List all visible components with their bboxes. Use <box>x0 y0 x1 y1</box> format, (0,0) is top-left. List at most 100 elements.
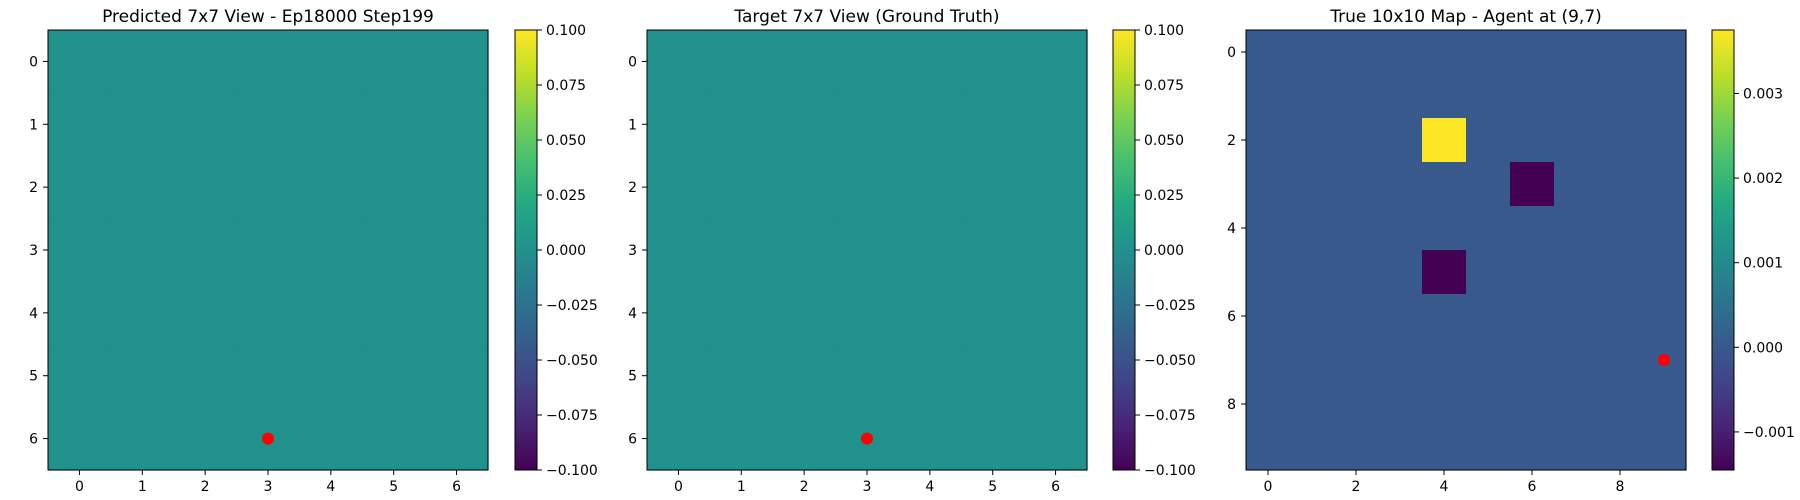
y-tick-label: 5 <box>29 369 38 385</box>
heatmap-cell <box>898 281 962 345</box>
heatmap-cell <box>425 92 489 157</box>
heatmap-cell <box>647 407 711 471</box>
heatmap-cell <box>1422 382 1467 427</box>
heatmap-cell <box>1422 426 1467 471</box>
heatmap-cell <box>1466 118 1511 163</box>
heatmap-cell <box>898 407 962 471</box>
heatmap-cell <box>362 281 426 345</box>
panel-target-view: Target 7x7 View (Ground Truth) 0 1 2 3 4 5 6 0… <box>628 7 1196 495</box>
heatmap-cell <box>1334 426 1379 471</box>
heatmap-cell <box>1466 162 1511 207</box>
heatmap-cell <box>772 344 837 408</box>
heatmap-cell <box>425 30 489 94</box>
heatmap-cell <box>236 92 301 157</box>
colorbar-ticks-predicted: 0.100 0.075 0.050 0.025 0.000 −0.025 −0.050 −0.… <box>537 23 598 479</box>
y-tick-label: 3 <box>29 243 38 259</box>
heatmap-cell <box>709 344 774 408</box>
colorbar-ticks-true-map: 0.003 0.002 0.001 0.000 −0.001 <box>1734 86 1795 441</box>
heatmap-cell <box>1334 338 1379 383</box>
heatmap-cell <box>709 92 774 157</box>
heatmap-cell <box>1246 30 1291 75</box>
heatmap-cell <box>772 92 837 157</box>
heatmap-cell <box>898 218 962 283</box>
y-ticks-true-map: 0 2 4 6 8 <box>1227 45 1246 413</box>
heatmap-cell <box>1554 118 1599 163</box>
heatmap-cell <box>425 218 489 283</box>
heatmap-cell <box>1466 382 1511 427</box>
heatmap-cell <box>961 407 1025 471</box>
heatmap-cell <box>1334 30 1379 75</box>
colorbar-tick-label: −0.001 <box>1743 425 1795 441</box>
heatmap-cell <box>1598 382 1643 427</box>
heatmap-cell <box>1024 218 1088 283</box>
heatmap-cell <box>835 344 900 408</box>
heatmap-cell <box>48 218 112 283</box>
heatmap-cell <box>961 218 1025 283</box>
heatmap-cell <box>1024 407 1088 471</box>
x-tick-label: 3 <box>863 479 872 495</box>
x-tick-label: 0 <box>1264 479 1273 495</box>
x-tick-label: 1 <box>138 479 147 495</box>
heatmap-cell <box>1466 426 1511 471</box>
heatmap-cell <box>961 155 1025 220</box>
colorbar-tick-label: 0.025 <box>546 188 586 204</box>
heatmap-cell <box>1554 206 1599 251</box>
heatmap-cell <box>1642 294 1687 339</box>
heatmap-cell <box>110 344 175 408</box>
heatmap-cell <box>48 281 112 345</box>
heatmap-cell <box>1290 250 1335 295</box>
heatmap-cell <box>173 407 238 471</box>
heatmap-cell <box>1598 74 1643 119</box>
heatmap-cell <box>110 407 175 471</box>
heatmap-cell <box>1378 250 1423 295</box>
heatmap-cell <box>1246 294 1291 339</box>
heatmap-cell <box>1642 206 1687 251</box>
heatmap-cell <box>647 218 711 283</box>
heatmap-cell <box>898 155 962 220</box>
heatmap-cell <box>1290 206 1335 251</box>
heatmap-cell <box>1290 382 1335 427</box>
y-tick-label: 2 <box>628 180 637 196</box>
colorbar-tick-label: 0.001 <box>1743 256 1783 272</box>
heatmap-cell <box>1334 382 1379 427</box>
heatmap-cell <box>1598 338 1643 383</box>
panel-title-true-map: True 10x10 Map - Agent at (9,7) <box>1329 7 1602 27</box>
heatmap-cell <box>1510 118 1555 163</box>
colorbar-tick-label: −0.100 <box>546 463 598 479</box>
heatmap-cell <box>1246 250 1291 295</box>
heatmap-cell <box>1334 294 1379 339</box>
heatmap-cell <box>173 92 238 157</box>
colorbar-tick-label: 0.025 <box>1144 188 1184 204</box>
heatmap-cell <box>1554 426 1599 471</box>
heatmap-cell <box>48 92 112 157</box>
panel-true-map: True 10x10 Map - Agent at (9,7) 0 2 4 6 8 0 2… <box>1227 7 1795 495</box>
heatmap-cell <box>1378 30 1423 75</box>
heatmap-cell <box>1290 338 1335 383</box>
heatmap-cell <box>299 218 363 283</box>
x-tick-label: 3 <box>264 479 273 495</box>
heatmap-cell <box>709 218 774 283</box>
heatmap-cell <box>1422 74 1467 119</box>
heatmap-cell <box>1290 426 1335 471</box>
colorbar-true-map <box>1711 29 1735 471</box>
heatmap-cell <box>1024 344 1088 408</box>
heatmap-cell <box>1510 250 1555 295</box>
heatmap-cell <box>48 30 112 94</box>
colorbar-tick-label: 0.000 <box>1144 243 1184 259</box>
y-ticks-target: 0 1 2 3 4 5 6 <box>628 54 647 448</box>
heatmap-cells-target <box>647 30 1088 471</box>
y-ticks-predicted: 0 1 2 3 4 5 6 <box>29 54 48 448</box>
heatmap-cell <box>1024 92 1088 157</box>
heatmap-cell <box>110 281 175 345</box>
heatmap-cell <box>1422 250 1467 295</box>
heatmap-cell <box>236 30 301 94</box>
y-tick-label: 3 <box>628 243 637 259</box>
y-tick-label: 1 <box>628 117 637 133</box>
x-tick-label: 6 <box>452 479 461 495</box>
heatmap-cell <box>709 407 774 471</box>
heatmap-cell <box>425 344 489 408</box>
heatmap-cell <box>110 92 175 157</box>
heatmap-cell <box>647 92 711 157</box>
heatmap-cell <box>1422 206 1467 251</box>
y-tick-label: 4 <box>1227 221 1236 237</box>
